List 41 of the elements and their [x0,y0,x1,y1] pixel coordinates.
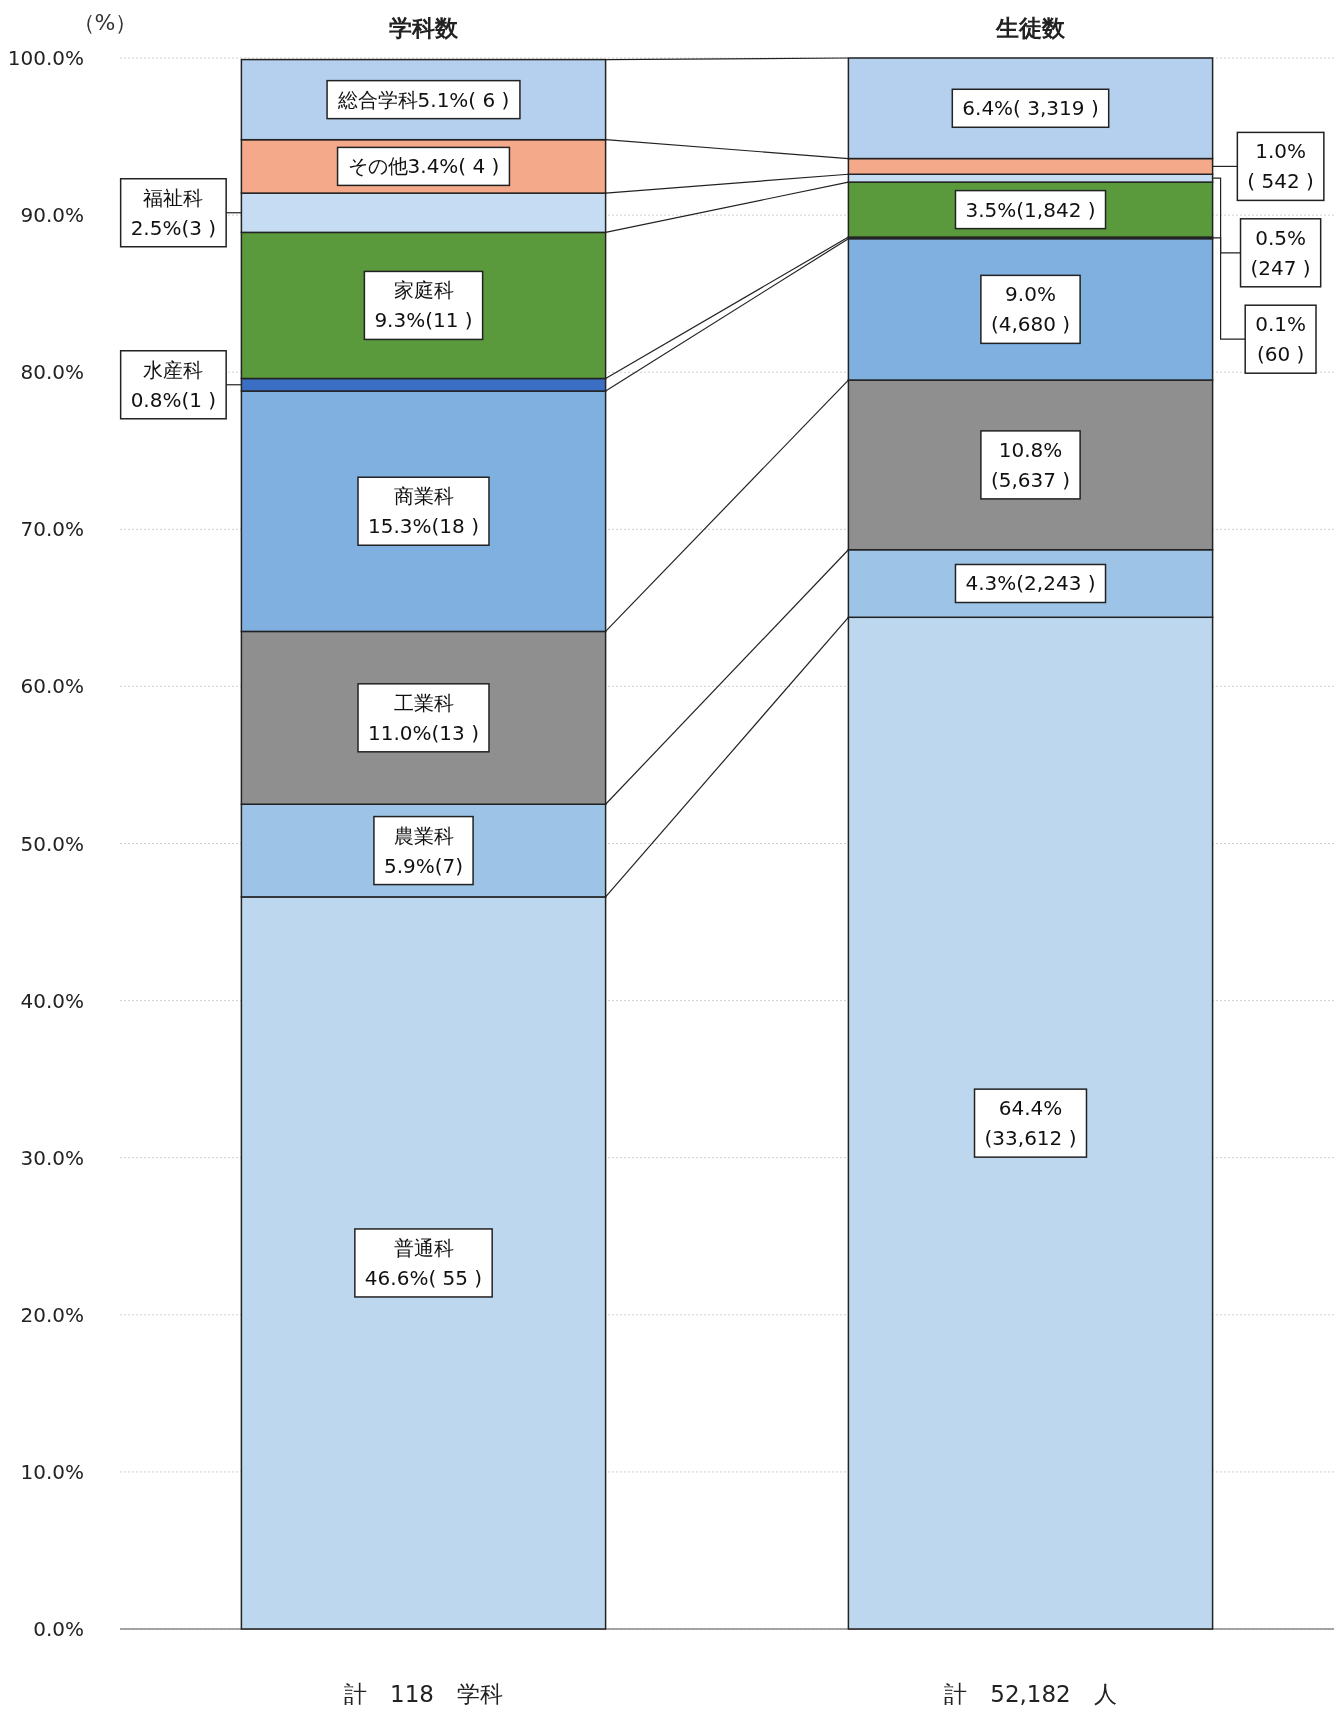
x-tick-label: 生徒数 [995,15,1066,41]
y-tick-label: 100.0% [7,46,84,70]
y-tick-label: 90.0% [20,203,84,228]
data-label: 0.5% (247 ) [1250,225,1311,280]
series-label: 家庭科 [393,278,454,303]
text: 計 52,182 人 [944,1681,1117,1707]
x-tick-label: 学科数 [389,15,459,41]
data-label: 2.5%(3 ) [130,215,217,240]
y-tick-label: 80.0% [20,360,84,385]
data-label: 64.4% (33,612 ) [984,1096,1077,1151]
data-label: 9.3%(11 ) [374,308,473,333]
data-label: 0.1% (60 ) [1255,312,1307,367]
y-tick-label: 70.0% [20,517,84,542]
y-tick-label: 10.0% [20,1459,84,1484]
data-label: 9.0% (4,680 ) [990,282,1071,337]
y-tick-label: 40.0% [20,988,84,1013]
y-tick-label: 20.0% [20,1302,84,1327]
data-label: 5.9%(7) [383,853,464,878]
text: 計 118 学科 [344,1681,503,1707]
data-label: 3.5%(1,842 ) [965,197,1096,222]
series-label: 福祉科 [143,185,204,210]
data-label: 10.8% (5,637 ) [990,437,1071,492]
data-label: 0.8%(1 ) [130,387,217,412]
y-tick-label: 50.0% [20,831,84,856]
text: 総合学科5.1%( 6 ) [337,87,510,112]
y-tick-label: 60.0% [20,674,84,699]
text: その他3.4%( 4 ) [347,154,500,179]
y-tick-label: 0.0% [33,1617,84,1641]
data-label: 4.3%(2,243 ) [965,571,1096,596]
series-label: 水産科 [143,357,204,382]
series-label: 農業科 [393,823,454,848]
y-axis-title: （%） [72,10,138,35]
series-label: 工業科 [393,690,454,715]
data-label: 11.0%(13 ) [368,720,479,745]
y-tick-label: 30.0% [20,1145,84,1170]
data-label: 46.6%( 55 ) [364,1265,483,1290]
data-label: 1.0% ( 542 ) [1247,139,1314,194]
series-label: 普通科 [393,1235,454,1260]
data-label: 6.4%( 3,319 ) [962,96,1099,121]
series-label: 商業科 [393,484,454,509]
data-label: 15.3%(18 ) [368,514,479,539]
